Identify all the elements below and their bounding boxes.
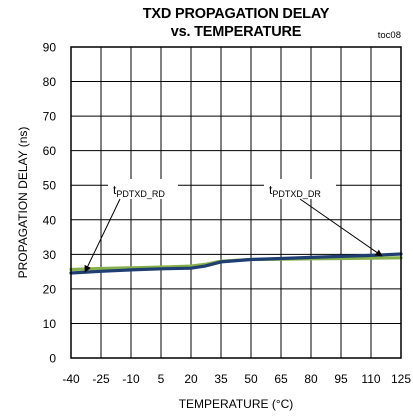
- grid: [70, 46, 402, 359]
- x-tick-label: 80: [304, 372, 318, 386]
- annotation-tpdtxd-rd-label: tPDTXD_RD: [113, 183, 165, 199]
- x-tick-label: 95: [334, 372, 348, 386]
- annotation-tpdtxd-rd-arrow: [84, 198, 121, 273]
- plot-frame: [70, 46, 402, 359]
- annotation-tpdtxd-dr-arrow: [299, 198, 383, 257]
- y-tick-label: 80: [43, 75, 57, 89]
- x-axis-label: TEMPERATURE (°C): [179, 397, 294, 411]
- x-tick-label: -25: [92, 372, 110, 386]
- x-tick-label: 50: [244, 372, 258, 386]
- figure-id: toc08: [377, 30, 401, 41]
- y-tick-label: 50: [43, 179, 57, 193]
- y-tick-label: 70: [43, 110, 57, 124]
- chart-title-line1: TXD PROPAGATION DELAY: [142, 6, 330, 22]
- x-tick-label: -40: [62, 372, 80, 386]
- plot-border: [70, 46, 402, 359]
- x-tick-label: 35: [214, 372, 228, 386]
- x-tick-label: 65: [274, 372, 288, 386]
- x-tick-label: 20: [184, 372, 198, 386]
- y-tick-label: 60: [43, 144, 57, 158]
- y-axis-label: PROPAGATION DELAY (ns): [16, 127, 30, 279]
- x-tick-label: 110: [361, 372, 380, 386]
- chart-title-line2: vs. TEMPERATURE: [170, 24, 302, 40]
- y-tick-label: 30: [43, 248, 57, 262]
- y-tick-label: 10: [43, 317, 57, 331]
- series-layer: [69, 252, 403, 275]
- tick-labels: -40 -25 -10 5 20 35 50 65 80 95 110 125 0 10 20 30 40 50 6…: [43, 41, 412, 387]
- x-tick-label: -10: [122, 372, 140, 386]
- x-tick-label: 125: [391, 372, 411, 386]
- annotation-background: [108, 179, 178, 199]
- annotation-tpdtxd-dr-label: tPDTXD_DR: [269, 183, 321, 199]
- y-tick-label: 40: [43, 213, 57, 227]
- x-tick-label: 5: [158, 372, 165, 386]
- annotation-background: [264, 179, 336, 199]
- y-tick-label: 90: [43, 41, 57, 55]
- annotations: tPDTXD_RD tPDTXD_DR: [84, 179, 383, 273]
- y-tick-label: 20: [43, 282, 57, 296]
- series-line-tpdtxd-dr: [69, 252, 403, 275]
- y-tick-label: 0: [49, 352, 56, 366]
